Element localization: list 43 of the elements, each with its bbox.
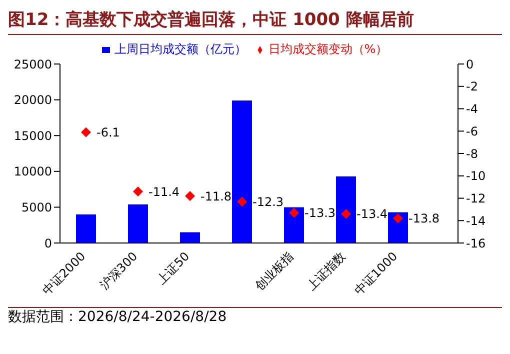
data-label: -12.3 [252,194,284,209]
point [185,191,195,202]
legend-label: 日均成交额变动（%） [268,42,388,56]
data-label: -13.4 [356,207,388,222]
y2-tick-label: -6 [466,124,478,138]
y2-tick-label: 0 [466,57,474,72]
bar [388,212,408,243]
y2-tick-label: -8 [466,146,478,161]
point [341,208,351,219]
y2-tick-label: -14 [466,214,486,228]
point [133,186,143,197]
y-tick-label: 15000 [14,128,52,143]
point [289,208,299,218]
y-tick-label: 0 [44,236,52,250]
y2-tick-label: -4 [466,102,478,116]
bar [336,176,356,243]
y-tick-label: 20000 [14,93,52,108]
x-tick-label: 上证指数 [304,249,348,294]
bar [128,204,148,243]
data-label: -11.8 [200,189,232,204]
x-tick-label: 创业板指 [252,249,296,294]
bar [180,232,200,243]
data-label: -6.1 [96,126,120,140]
y2-tick-label: -16 [466,236,486,250]
x-tick-label: 上证50 [154,249,192,287]
data-label: -13.3 [304,206,336,220]
point [81,127,91,138]
chart-title: 图12：高基数下成交普遍回落，中证 1000 降幅居前 [8,8,502,35]
y2-tick-label: -10 [466,169,486,184]
legend-label: 上周日均成交额（亿元） [114,42,246,56]
point [393,213,403,224]
data-label: -11.4 [148,184,180,199]
y-tick-label: 10000 [14,164,52,179]
bar [76,214,96,243]
bar [232,100,252,243]
point [237,196,247,207]
y2-tick-label: -2 [466,80,478,94]
y-tick-label: 5000 [21,200,52,214]
bar [284,207,304,243]
data-label: -13.8 [408,212,440,226]
y2-tick-label: -12 [466,192,486,206]
text: 数据范围：2026/8/24-2026/8/28 [8,308,502,326]
y-tick-label: 25000 [14,57,52,72]
